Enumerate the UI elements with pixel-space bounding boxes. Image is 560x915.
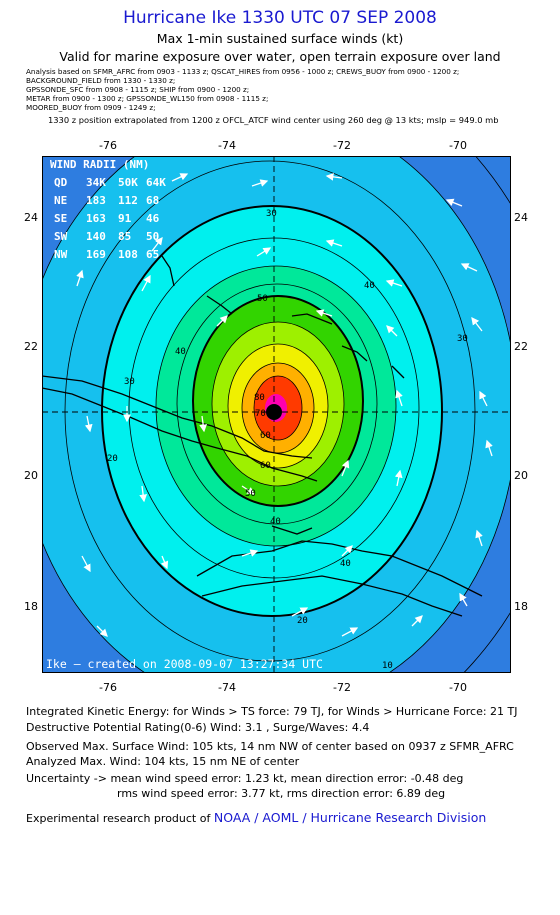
ike-line: Integrated Kinetic Energy: for Winds > T… [26, 705, 518, 718]
lat-tick-right: 18 [514, 600, 528, 613]
lat-tick-right: 24 [514, 211, 528, 224]
contour-label: 40 [175, 347, 186, 357]
lat-tick-right: 20 [514, 469, 528, 482]
wind-radii-qd: SW [54, 230, 68, 243]
analyzed-max-line: Analyzed Max. Wind: 104 kts, 15 nm NE of… [26, 755, 300, 768]
lon-tick-bottom: -74 [218, 681, 236, 694]
lat-tick-right: 22 [514, 340, 528, 353]
contour-label: 30 [124, 377, 135, 387]
map-frame [42, 156, 511, 673]
analysis-source-line: GPSSONDE_SFC from 0908 - 1115 z; SHIP fr… [26, 85, 250, 94]
wind-radii-34: 169 [86, 248, 106, 261]
product-line: Experimental research product of NOAA / … [26, 810, 486, 825]
analysis-source-line: METAR from 0900 - 1300 z; GPSSONDE_WL150… [26, 94, 269, 103]
wind-radii-50: 108 [118, 248, 138, 261]
contour-label: 50 [245, 489, 256, 499]
wind-radii-head-qd: QD [54, 176, 68, 189]
contour-label: 50 [257, 294, 268, 304]
lon-tick-bottom: -76 [99, 681, 117, 694]
storm-center-icon [266, 404, 282, 420]
product-label: Experimental research product of [26, 812, 211, 825]
lat-tick-left: 22 [24, 340, 38, 353]
position-note: 1330 z position extrapolated from 1200 z… [48, 115, 499, 125]
lon-tick-top: -72 [333, 139, 351, 152]
lon-tick-bottom: -72 [333, 681, 351, 694]
wind-radii-50: 112 [118, 194, 138, 207]
wind-field-map: 30 40 50 60 70 80 40 30 20 30 40 50 60 4… [42, 156, 511, 673]
map-subtitle: Max 1-min sustained surface winds (kt) [156, 31, 404, 46]
wind-radii-50: 85 [118, 230, 131, 243]
analysis-source-line: MOORED_BUOY from 0909 - 1249 z; [26, 103, 156, 112]
wind-radii-34: 183 [86, 194, 106, 207]
uncertainty-mean-line: Uncertainty -> mean wind speed error: 1.… [26, 772, 464, 785]
lon-tick-top: -70 [449, 139, 467, 152]
wind-radii-34: 163 [86, 212, 106, 225]
contour-label: 60 [260, 461, 271, 471]
contour-label: 70 [255, 409, 266, 419]
hrd-link[interactable]: NOAA / AOML / Hurricane Research Divisio… [213, 810, 487, 825]
wind-field-svg: 30 40 50 60 70 80 40 30 20 30 40 50 60 4… [42, 156, 511, 673]
wind-radii-50: 91 [118, 212, 132, 225]
wind-radii-qd: NE [54, 194, 67, 207]
wind-radii-head-34: 34K [86, 176, 106, 189]
map-title: Hurricane Ike 1330 UTC 07 SEP 2008 [123, 8, 437, 28]
lon-tick-top: -76 [99, 139, 117, 152]
wind-radii-head-64: 64K [146, 176, 166, 189]
major-contours [101, 205, 443, 617]
lat-tick-left: 24 [24, 211, 38, 224]
contour-label: 20 [297, 616, 308, 626]
wind-radii-qd: SE [54, 212, 67, 225]
created-stamp: Ike – created on 2008-09-07 13:27:34 UTC [46, 657, 323, 671]
contour-label: 30 [266, 209, 277, 219]
wind-radii-64: 68 [146, 194, 159, 207]
wind-radii-head-50: 50K [118, 176, 138, 189]
wind-radii-title: WIND RADII (NM) [50, 158, 149, 171]
wind-radii-qd: NW [54, 248, 68, 261]
contour-label: 60 [260, 431, 271, 441]
lon-tick-bottom: -70 [449, 681, 467, 694]
contour-label: 40 [270, 517, 281, 527]
wind-radii-64: 50 [146, 230, 159, 243]
contour-label: 40 [364, 281, 375, 291]
analysis-source-line: Analysis based on SFMR_AFRC from 0903 - … [26, 67, 460, 76]
wind-arrows [76, 172, 493, 637]
contour-label: 20 [107, 454, 118, 464]
observed-max-line: Observed Max. Surface Wind: 105 kts, 14 … [26, 740, 514, 753]
validity-note: Valid for marine exposure over water, op… [59, 49, 501, 64]
contour-label: 30 [457, 334, 468, 344]
contour-label: 40 [340, 559, 351, 569]
analysis-source-line: BACKGROUND_FIELD from 1330 - 1330 z; [26, 76, 176, 85]
lat-tick-left: 18 [24, 600, 38, 613]
contour-label: 80 [254, 393, 265, 403]
lon-tick-top: -74 [218, 139, 236, 152]
wind-radii-34: 140 [86, 230, 106, 243]
coastlines [42, 255, 483, 617]
lat-tick-left: 20 [24, 469, 38, 482]
dpr-line: Destructive Potential Rating(0-6) Wind: … [26, 721, 370, 734]
wind-radii-64: 46 [146, 212, 160, 225]
wind-radii-64: 65 [146, 248, 159, 261]
contour-label: 10 [382, 661, 393, 671]
uncertainty-rms-line: rms wind speed error: 3.77 kt, rms direc… [117, 787, 446, 800]
